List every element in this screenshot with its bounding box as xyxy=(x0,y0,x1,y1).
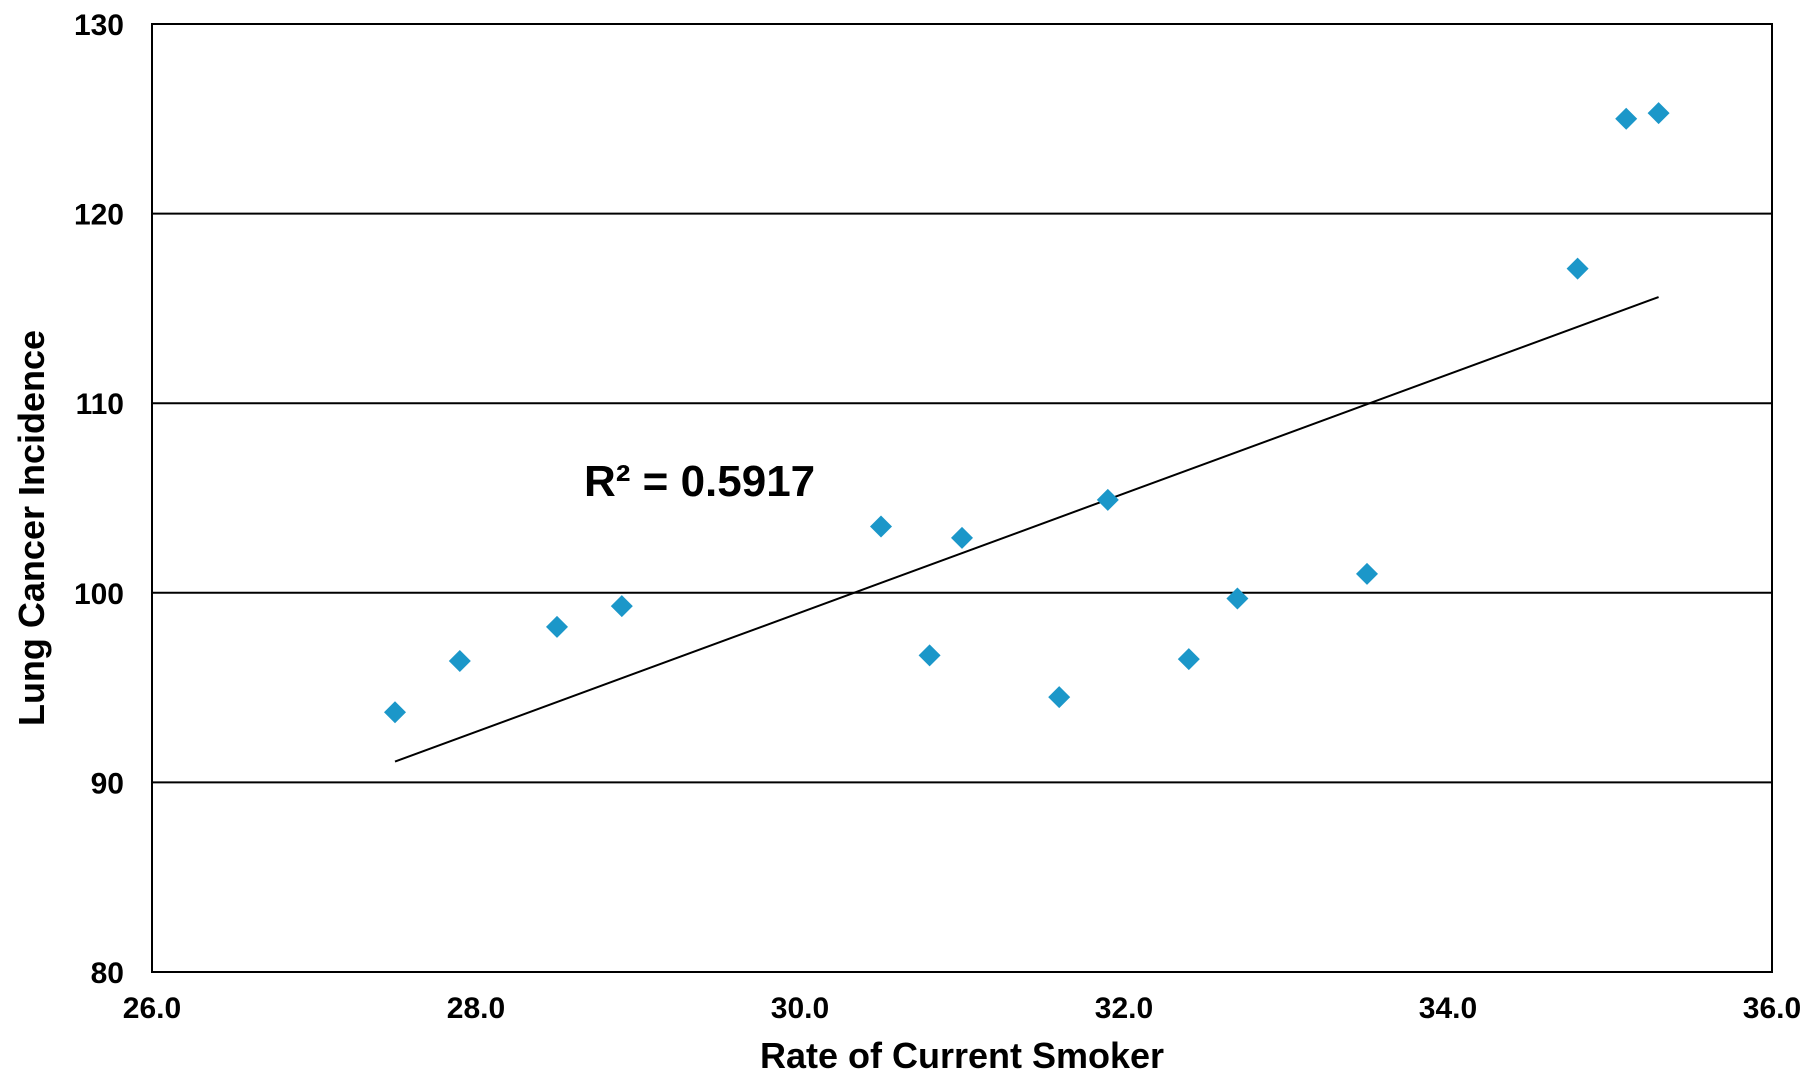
data-point-2 xyxy=(448,650,471,673)
x-tick-label: 26.0 xyxy=(123,992,181,1025)
data-point-5 xyxy=(870,515,892,538)
y-tick-label: 100 xyxy=(74,578,124,611)
x-tick-label: 36.0 xyxy=(1743,992,1801,1025)
data-point-15 xyxy=(1647,102,1670,125)
data-point-10 xyxy=(1177,648,1200,671)
data-point-7 xyxy=(951,526,973,549)
data-point-13 xyxy=(1566,257,1589,280)
x-tick-label: 28.0 xyxy=(447,992,505,1025)
data-point-11 xyxy=(1226,587,1249,610)
y-tick-label: 110 xyxy=(76,388,124,421)
x-tick-label: 34.0 xyxy=(1419,992,1477,1025)
data-point-8 xyxy=(1048,686,1071,709)
x-axis-title: Rate of Current Smoker xyxy=(760,1035,1164,1072)
r-squared-annotation: R² = 0.5917 xyxy=(584,457,815,506)
y-tick-label: 80 xyxy=(91,957,124,990)
y-tick-label: 90 xyxy=(91,767,124,800)
data-point-9 xyxy=(1096,488,1119,511)
data-point-12 xyxy=(1356,562,1378,585)
x-axis-tick-labels: 26.0 28.0 30.0 32.0 34.0 36.0 xyxy=(123,992,1801,1025)
x-tick-label: 30.0 xyxy=(771,992,829,1025)
data-point-3 xyxy=(546,615,568,638)
y-axis-tick-labels: 80 90 100 110 120 130 xyxy=(74,9,124,990)
x-tick-label: 32.0 xyxy=(1095,992,1153,1025)
trendline xyxy=(394,296,1659,763)
data-points xyxy=(384,102,1670,724)
y-axis-title: Lung Cancer Incidence xyxy=(11,330,52,726)
y-tick-label: 120 xyxy=(74,199,124,232)
data-point-1 xyxy=(384,701,406,724)
data-point-6 xyxy=(918,644,941,667)
data-point-4 xyxy=(610,595,633,618)
gridlines xyxy=(152,23,1772,973)
plot-area-frame xyxy=(151,23,1773,973)
y-tick-label: 130 xyxy=(74,9,124,42)
data-point-14 xyxy=(1615,107,1638,130)
